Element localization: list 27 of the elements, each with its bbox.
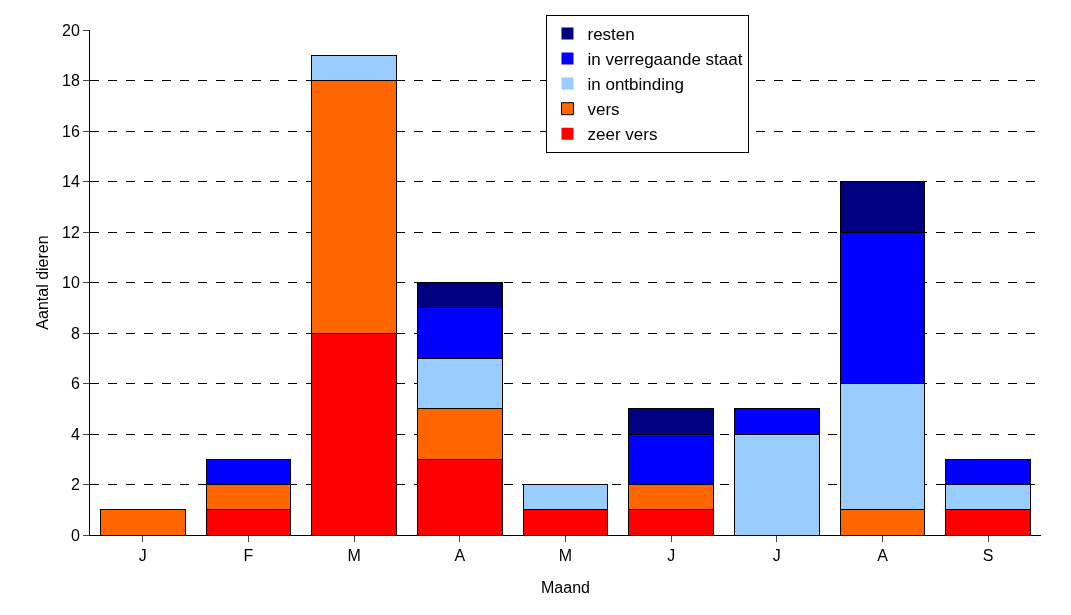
x-tick-label: M [558,547,573,565]
legend-label: resten [587,25,635,45]
legend-label: vers [587,100,620,120]
x-tick-label: F [243,547,254,565]
y-tick-label: 20 [62,21,80,39]
legend-label: zeer vers [587,125,658,145]
legend-label: in ontbinding [587,75,684,95]
x-tick-label: J [138,547,147,565]
x-tick-label: A [877,547,889,565]
x-tick-label: A [454,547,466,565]
x-tick-label: J [772,547,781,565]
y-tick-label: 10 [62,274,80,292]
y-tick-label: 4 [70,425,80,443]
x-tick-label: J [667,547,676,565]
x-axis-title: Maand [541,579,590,596]
y-tick-label: 6 [70,375,80,393]
y-axis-title: Aantal dieren [34,235,51,330]
y-tick-label: 2 [70,476,80,494]
y-tick-label: 8 [70,324,80,342]
x-tick-label: M [347,547,361,565]
y-tick-label: 18 [62,72,80,90]
legend-label: in verregaande staat [587,50,743,70]
y-tick-label: 12 [62,223,80,241]
y-tick-label: 16 [62,122,80,140]
y-tick-label: 14 [62,173,80,191]
x-tick-label: S [982,547,994,565]
y-tick-label: 0 [70,526,80,544]
